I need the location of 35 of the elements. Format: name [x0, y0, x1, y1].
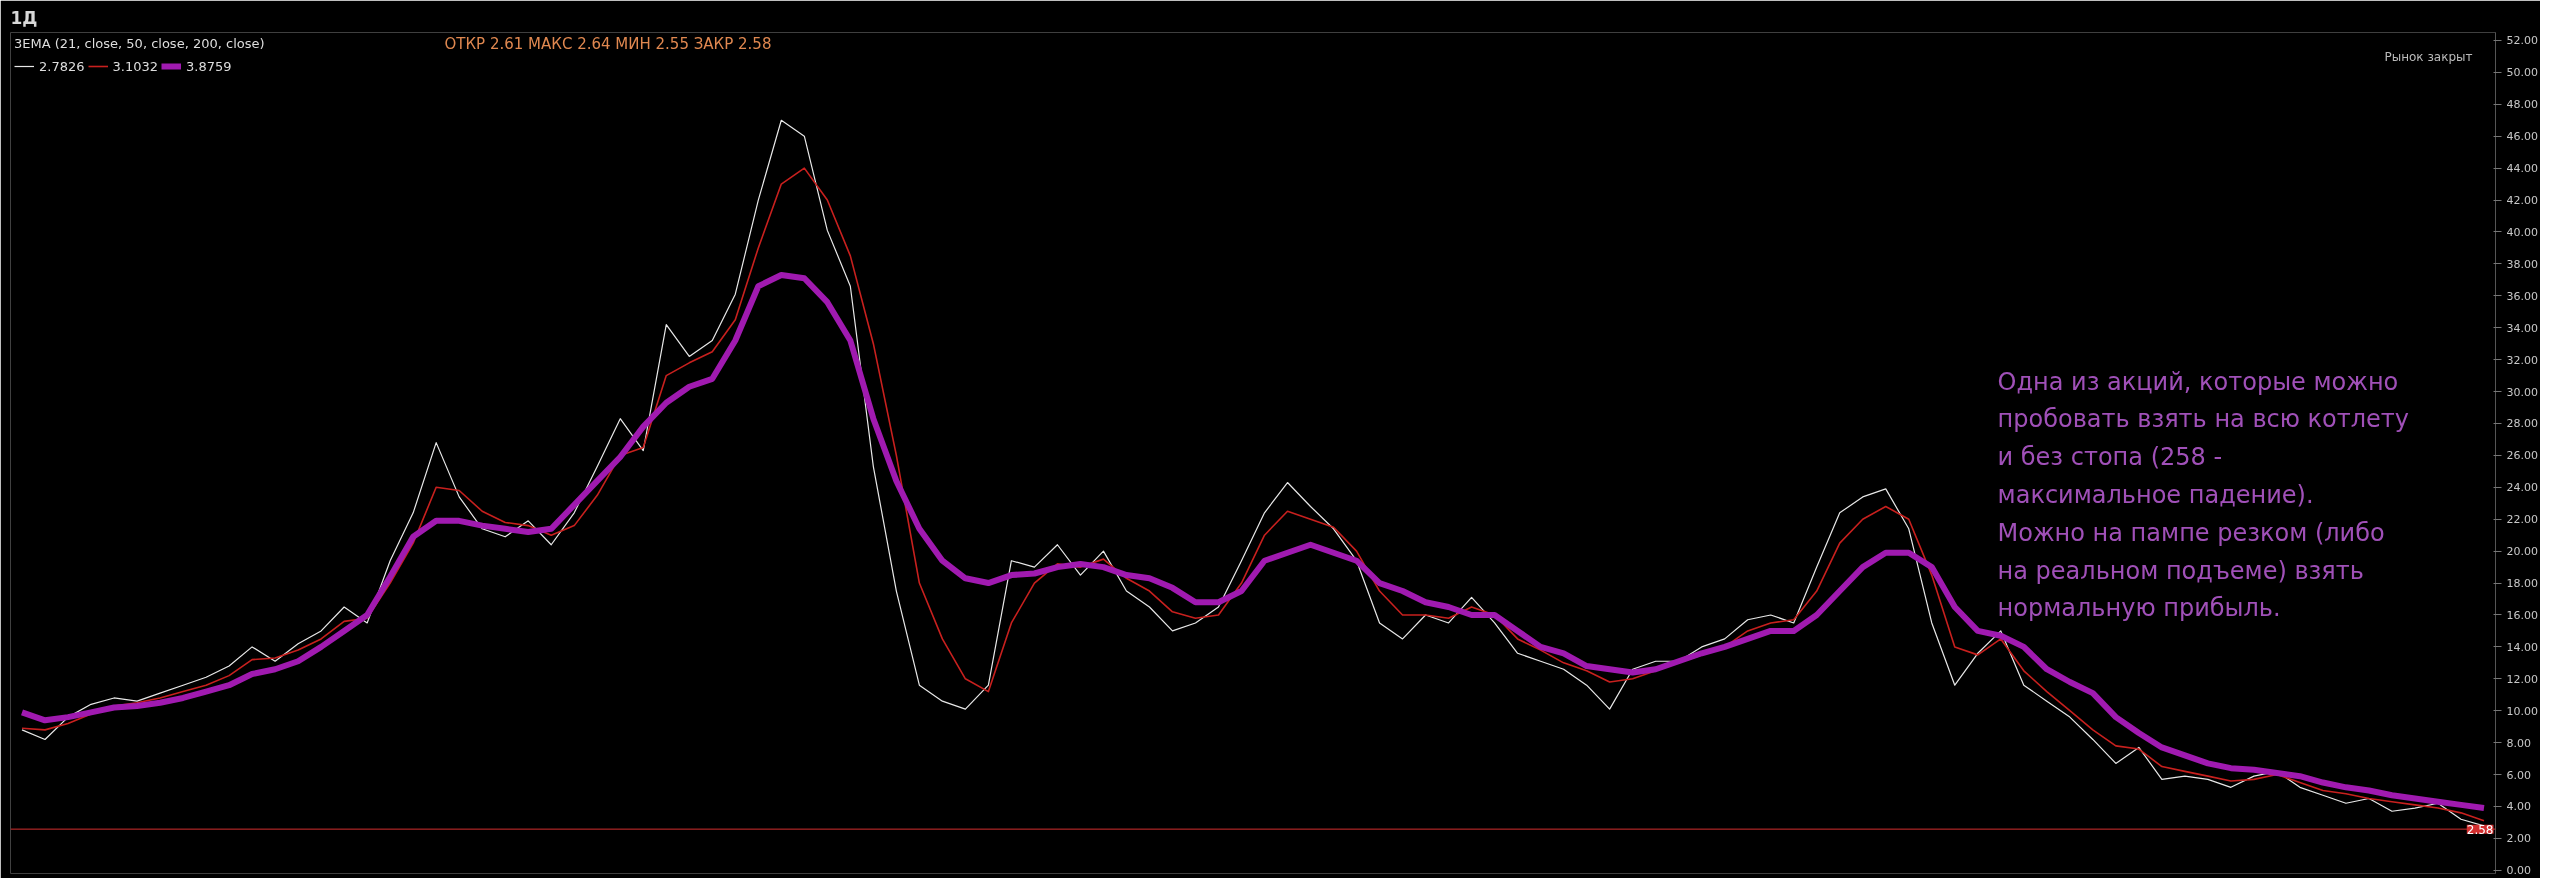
y-tick-label: 12.00	[2506, 672, 2538, 686]
y-tick-label: 24.00	[2506, 481, 2538, 495]
y-tick-label: 6.00	[2506, 768, 2531, 782]
y-tick-label: 22.00	[2506, 513, 2538, 527]
y-tick-label: 26.00	[2506, 449, 2538, 463]
y-tick-label: 4.00	[2506, 800, 2531, 814]
legend-label: 3.1032	[112, 58, 158, 74]
legend-label: 3.8759	[186, 58, 232, 74]
y-tick-label: 8.00	[2506, 736, 2531, 750]
y-tick-label: 28.00	[2506, 417, 2538, 431]
y-tick-label: 18.00	[2506, 577, 2538, 591]
y-tick-label: 44.00	[2506, 162, 2538, 176]
y-tick-label: 2.00	[2506, 832, 2531, 846]
y-tick-label: 52.00	[2506, 34, 2538, 48]
y-tick-label: 34.00	[2506, 321, 2538, 335]
y-tick-label: 20.00	[2506, 545, 2538, 559]
y-tick-label: 16.00	[2506, 608, 2538, 622]
chart-title: 1Д	[10, 7, 38, 28]
y-tick-label: 50.00	[2506, 66, 2538, 80]
y-tick-label: 30.00	[2506, 385, 2538, 399]
y-tick-label: 14.00	[2506, 640, 2538, 654]
y-tick-label: 42.00	[2506, 194, 2538, 208]
y-tick-label: 32.00	[2506, 353, 2538, 367]
y-tick-label: 46.00	[2506, 130, 2538, 144]
annotation: Рынок закрыт	[2384, 50, 2473, 65]
y-tick-label: 38.00	[2506, 257, 2538, 271]
y-tick-label: 48.00	[2506, 98, 2538, 112]
legend-label: 2.7826	[39, 58, 85, 74]
y-tick-label: 0.00	[2506, 864, 2531, 878]
legend-title: 3EMA (21, close, 50, close, 200, close)	[14, 36, 265, 51]
y-tick-label: 10.00	[2506, 704, 2538, 718]
y-tick-label: 40.00	[2506, 225, 2538, 239]
annotation: Одна из акций, которые можно пробовать взять на всю котлету и без стопа (258 - максимальное падение). Можно на пампе резком (либо на реальном подъеме) взять нормальную прибыль.	[1997, 367, 2410, 623]
y-tick-label: 36.00	[2506, 289, 2538, 303]
annotation: ОТКР 2.61 МАКС 2.64 МИН 2.55 ЗАКР 2.58	[444, 35, 772, 54]
